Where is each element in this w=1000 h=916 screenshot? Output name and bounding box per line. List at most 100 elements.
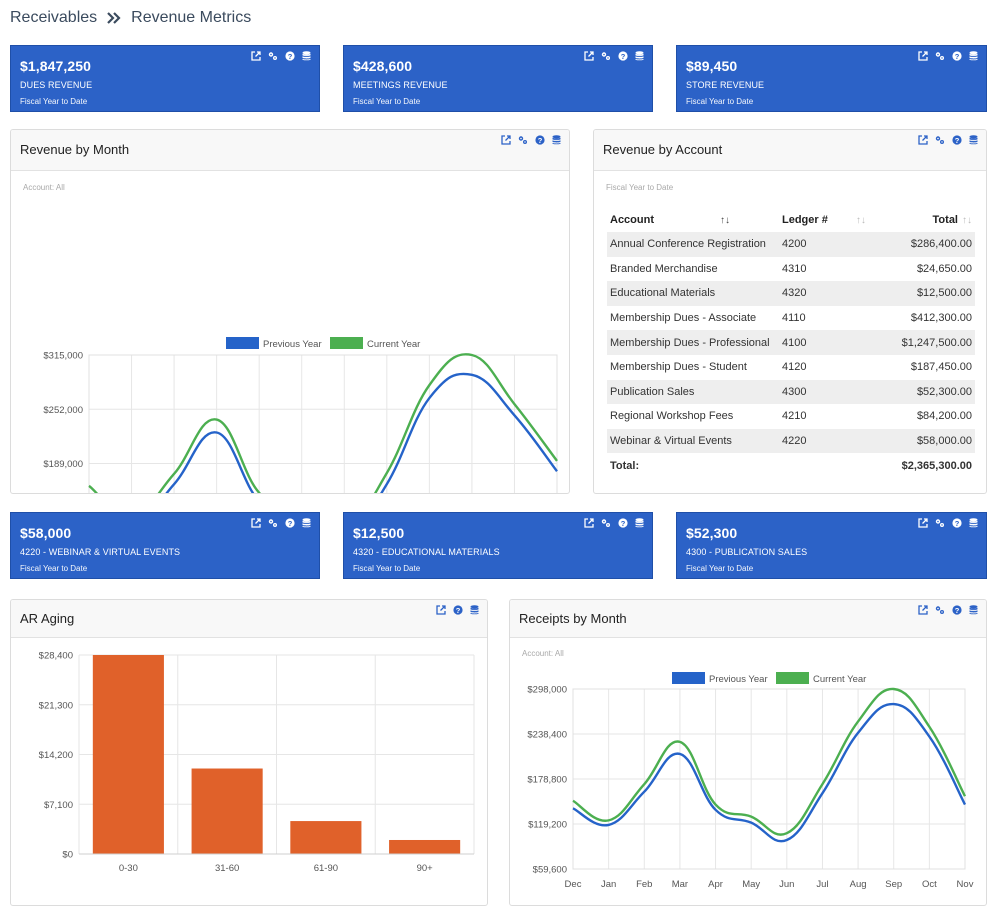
- database-icon[interactable]: [469, 604, 480, 615]
- external-link-icon[interactable]: [583, 50, 594, 61]
- gears-icon[interactable]: [934, 517, 945, 528]
- external-link-icon[interactable]: [250, 50, 261, 61]
- gears-icon[interactable]: [267, 50, 278, 61]
- kpi-value: $58,000: [20, 525, 72, 541]
- sort-icon[interactable]: ↑↓: [855, 215, 866, 226]
- external-link-icon[interactable]: [250, 517, 261, 528]
- breadcrumb-receivables[interactable]: Receivables: [10, 9, 98, 26]
- legend-label: Previous Year: [263, 339, 322, 350]
- help-icon[interactable]: ?: [617, 517, 628, 528]
- y-tick-label: $59,600: [533, 865, 567, 876]
- external-link-icon[interactable]: [917, 50, 928, 61]
- external-link-icon[interactable]: [500, 134, 511, 145]
- external-link-icon[interactable]: [435, 604, 446, 615]
- y-tick-label: $298,000: [527, 685, 567, 696]
- receipts-by-month-chart: $298,000 $238,400 $178,800 $119,200 $59,600 D…: [527, 672, 974, 890]
- kpi-publication-sales: ? $52,300 4300 - PUBLICATION SALES Fisca…: [676, 512, 987, 579]
- x-tick-label: May: [742, 879, 760, 890]
- footer-label: Total:: [607, 453, 779, 478]
- panel-toolbar: ?: [917, 604, 979, 615]
- external-link-icon[interactable]: [917, 517, 928, 528]
- panel-title: Revenue by Account: [603, 142, 723, 157]
- panel-toolbar: ?: [435, 604, 480, 615]
- database-icon[interactable]: [968, 134, 979, 145]
- y-tick-label: $315,000: [43, 351, 83, 362]
- cell-ledger: 4110: [782, 312, 806, 325]
- x-tick-label: Mar: [672, 879, 688, 890]
- kpi-toolbar: ?: [917, 517, 979, 528]
- y-tick-label: $28,400: [39, 651, 73, 662]
- cell-account: Branded Merchandise: [610, 262, 718, 275]
- sort-asc-icon[interactable]: ↑↓: [720, 215, 730, 226]
- cell-total: $12,500.00: [875, 281, 975, 306]
- gears-icon[interactable]: [267, 517, 278, 528]
- y-tick-label: $252,000: [43, 405, 83, 416]
- svg-text:?: ?: [287, 51, 292, 60]
- col-total[interactable]: Total ↑↓: [875, 208, 975, 232]
- cell-total: $84,200.00: [916, 410, 972, 423]
- database-icon[interactable]: [551, 134, 562, 145]
- col-ledger[interactable]: Ledger # ↑↓: [779, 208, 875, 232]
- database-icon[interactable]: [968, 517, 979, 528]
- series-line-previous-year: [165, 372, 558, 493]
- legend-swatch: [776, 672, 809, 684]
- double-chevron-right-icon: [107, 12, 121, 24]
- database-icon[interactable]: [634, 50, 645, 61]
- gears-icon[interactable]: [600, 50, 611, 61]
- database-icon[interactable]: [968, 50, 979, 61]
- x-tick-label: Jun: [779, 879, 794, 890]
- plot-frame: [88, 354, 558, 493]
- cell-ledger: 4300: [779, 379, 875, 405]
- kpi-sub: Fiscal Year to Date: [20, 97, 88, 106]
- gears-icon[interactable]: [517, 134, 528, 145]
- kpi-dues-revenue: ? $1,847,250 DUES REVENUE Fiscal Year to…: [10, 45, 320, 112]
- cell-total: $52,300.00: [875, 379, 975, 405]
- kpi-label: 4220 - WEBINAR & VIRTUAL EVENTS: [20, 547, 181, 557]
- footer-total: $2,365,300.00: [875, 453, 975, 478]
- gears-icon[interactable]: [934, 50, 945, 61]
- cell-total: $58,000.00: [875, 428, 975, 454]
- chart-note: Account: All: [522, 649, 564, 658]
- legend-swatch: [330, 337, 363, 349]
- table-row: Regional Workshop Fees 4210 $84,200.00: [607, 404, 975, 429]
- kpi-sub: Fiscal Year to Date: [353, 97, 421, 106]
- gears-icon[interactable]: [934, 134, 945, 145]
- x-tick-label: Apr: [708, 879, 723, 890]
- svg-text:?: ?: [954, 135, 959, 144]
- gears-icon[interactable]: [600, 517, 611, 528]
- kpi-sub: Fiscal Year to Date: [20, 564, 88, 573]
- database-icon[interactable]: [968, 604, 979, 615]
- help-icon[interactable]: ?: [951, 50, 962, 61]
- kpi-sub: Fiscal Year to Date: [353, 564, 421, 573]
- database-icon[interactable]: [301, 517, 312, 528]
- external-link-icon[interactable]: [917, 134, 928, 145]
- help-icon[interactable]: ?: [617, 50, 628, 61]
- x-tick-label: Aug: [850, 879, 867, 890]
- help-icon[interactable]: ?: [284, 50, 295, 61]
- help-icon[interactable]: ?: [534, 134, 545, 145]
- database-icon[interactable]: [634, 517, 645, 528]
- external-link-icon[interactable]: [583, 517, 594, 528]
- x-tick-label: Oct: [922, 879, 937, 890]
- col-account[interactable]: Account ↑↓: [607, 208, 779, 232]
- col-ledger-label: Ledger #: [782, 214, 828, 226]
- cell-ledger: 4100: [779, 330, 875, 355]
- table-row: Educational Materials 4320 $12,500.00: [607, 281, 975, 306]
- help-icon[interactable]: ?: [452, 604, 463, 615]
- help-icon[interactable]: ?: [951, 517, 962, 528]
- bar-61-90: [290, 821, 362, 854]
- kpi-sub: Fiscal Year to Date: [686, 564, 754, 573]
- sort-icon[interactable]: ↑↓: [962, 215, 972, 226]
- table-row: Annual Conference Registration 4200 $286,4…: [607, 232, 975, 257]
- gears-icon[interactable]: [934, 604, 945, 615]
- database-icon[interactable]: [301, 50, 312, 61]
- cell-account: Membership Dues - Associate: [610, 312, 757, 325]
- help-icon[interactable]: ?: [284, 517, 295, 528]
- breadcrumb: Receivables Revenue Metrics: [10, 7, 251, 29]
- help-icon[interactable]: ?: [951, 134, 962, 145]
- help-icon[interactable]: ?: [951, 604, 962, 615]
- cell-total: $1,247,500.00: [875, 330, 975, 355]
- table-row: Branded Merchandise 4310 $24,650.00: [607, 257, 975, 282]
- external-link-icon[interactable]: [917, 604, 928, 615]
- breadcrumb-revenue-metrics: Revenue Metrics: [131, 9, 252, 26]
